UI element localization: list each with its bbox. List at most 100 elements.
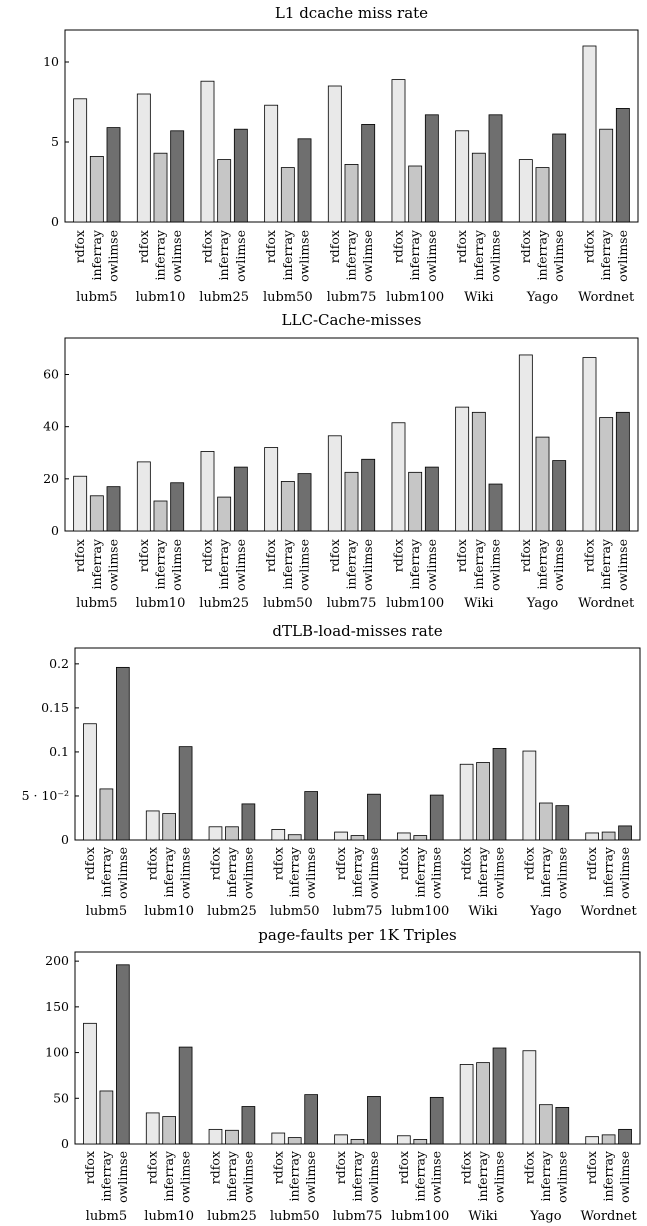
bar-owlimse-lubm75 [361,458,376,532]
chart-title: L1 dcache miss rate [275,4,428,22]
series-label-owlimse: owlimse [233,230,248,282]
series-label-owlimse: owlimse [429,847,444,899]
series-label-owlimse: owlimse [615,539,630,591]
series-label-owlimse: owlimse [297,230,312,282]
bar-rdfox-wiki [455,406,470,532]
bar-owlimse-lubm10 [178,1046,193,1145]
bar-owlimse-lubm5 [116,964,130,1145]
series-label-inferray: inferray [216,538,231,589]
bar-rdfox-lubm5 [73,475,88,532]
series-label-inferray: inferray [535,538,550,589]
series-label-inferray: inferray [407,229,422,280]
series-label-owlimse: owlimse [492,847,507,899]
bar-owlimse-lubm5 [106,486,121,532]
bar-inferray-lubm50 [280,167,295,223]
category-label: lubm5 [76,596,117,611]
category-label: lubm5 [76,290,117,305]
bar-owlimse-wordnet [618,825,632,841]
series-label-inferray: inferray [471,538,486,589]
bar-rdfox-wiki [455,130,470,223]
bar-rdfox-yago [522,750,537,841]
category-label: Yago [526,290,559,305]
series-label-rdfox: rdfox [72,539,87,572]
y-tick-label: 0.1 [49,744,69,759]
series-label-inferray: inferray [350,1150,365,1201]
series-label-owlimse: owlimse [178,1151,193,1203]
series-label-owlimse: owlimse [240,847,255,899]
series-label-inferray: inferray [344,538,359,589]
category-label: Yago [529,904,562,919]
category-label: Wiki [468,904,497,919]
series-label-rdfox: rdfox [390,230,405,263]
bar-rdfox-lubm75 [327,85,342,223]
bar-owlimse-lubm50 [297,473,312,532]
bar-owlimse-wordnet [615,411,630,532]
series-label-inferray: inferray [287,846,302,897]
category-label: lubm50 [270,1209,320,1224]
series-label-inferray: inferray [601,846,616,897]
bar-owlimse-lubm50 [297,138,312,223]
series-label-rdfox: rdfox [390,539,405,572]
series-label-inferray: inferray [98,1150,113,1201]
y-tick-label: 150 [45,999,69,1014]
bar-inferray-wordnet [599,417,614,532]
bar-owlimse-yago [555,1107,570,1145]
bar-inferray-lubm5 [99,788,114,841]
series-label-owlimse: owlimse [492,1151,507,1203]
bar-inferray-wiki [471,411,486,532]
series-label-inferray: inferray [471,229,486,280]
bar-owlimse-lubm5 [116,666,130,841]
series-label-rdfox: rdfox [136,230,151,263]
bar-owlimse-yago [555,805,570,841]
category-label: lubm5 [86,1209,127,1224]
category-label: lubm10 [136,596,186,611]
category-label: lubm25 [199,596,249,611]
bar-inferray-yago [538,1104,553,1145]
series-label-rdfox: rdfox [327,539,342,572]
series-label-inferray: inferray [598,538,613,589]
category-label: lubm10 [144,1209,194,1224]
series-label-rdfox: rdfox [459,1151,474,1184]
series-label-owlimse: owlimse [303,1151,318,1203]
series-label-rdfox: rdfox [82,847,97,880]
bar-rdfox-lubm25 [208,826,223,841]
category-label: Wordnet [578,290,635,305]
bar-rdfox-wordnet [585,1136,599,1145]
series-label-owlimse: owlimse [551,230,566,282]
bar-owlimse-lubm100 [429,1096,444,1145]
y-tick-label: 0 [51,523,59,538]
bar-inferray-lubm75 [344,163,359,223]
series-label-rdfox: rdfox [72,230,87,263]
bar-inferray-lubm75 [344,471,359,532]
bar-owlimse-lubm75 [367,793,381,841]
bar-owlimse-wordnet [618,1128,632,1145]
bar-owlimse-wordnet [615,108,630,223]
bar-inferray-lubm5 [99,1090,114,1145]
bar-rdfox-lubm75 [334,831,348,841]
series-label-inferray: inferray [344,229,359,280]
bar-owlimse-lubm10 [178,746,193,841]
bar-rdfox-lubm100 [391,79,406,223]
bar-owlimse-lubm5 [106,127,121,223]
series-label-rdfox: rdfox [136,539,151,572]
series-label-inferray: inferray [224,1150,239,1201]
bar-owlimse-wiki [488,114,503,223]
bar-inferray-lubm25 [217,496,232,532]
series-label-inferray: inferray [89,229,104,280]
chart-title: LLC-Cache-misses [282,311,422,329]
series-label-rdfox: rdfox [145,847,160,880]
y-tick-label: 50 [53,1090,69,1105]
bar-inferray-lubm25 [217,159,232,223]
series-label-owlimse: owlimse [366,1151,381,1203]
series-label-rdfox: rdfox [207,847,222,880]
bar-owlimse-yago [552,133,567,223]
series-label-inferray: inferray [475,1150,490,1201]
series-label-owlimse: owlimse [615,230,630,282]
series-label-rdfox: rdfox [454,230,469,263]
bar-inferray-lubm10 [162,1116,177,1145]
bar-inferray-wiki [476,1062,490,1145]
chart-title: dTLB-load-misses rate [272,622,442,640]
bar-inferray-lubm75 [350,1139,365,1145]
bar-owlimse-lubm100 [429,794,444,841]
bar-rdfox-yago [518,159,533,223]
